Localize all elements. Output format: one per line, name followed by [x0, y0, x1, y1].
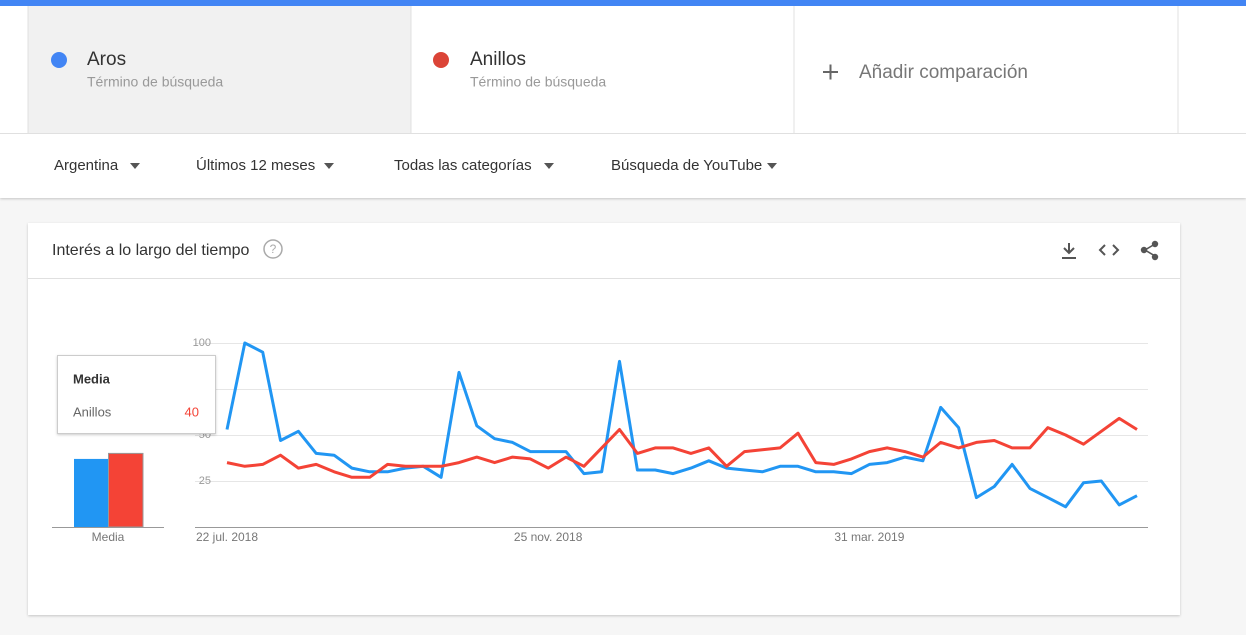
x-tick-label: 25 nov. 2018 [514, 530, 583, 544]
tooltip: Media Anillos 40 [57, 355, 216, 434]
add-comparison[interactable]: Añadir comparación [859, 62, 1028, 83]
embed-icon[interactable] [1098, 244, 1120, 256]
series-line [226, 416, 1138, 479]
x-tick-label: 31 mar. 2019 [834, 530, 904, 544]
download-icon[interactable] [1062, 243, 1076, 259]
card-title: Interés a lo largo del tiempo [52, 242, 250, 259]
tooltip-box [57, 355, 216, 434]
filter[interactable]: Argentina [54, 157, 119, 174]
term-dot [51, 52, 67, 68]
tooltip-series: Anillos [73, 404, 112, 419]
filter[interactable]: Búsqueda de YouTube [611, 157, 762, 174]
term-card-selected[interactable] [28, 6, 411, 133]
dropdown-caret[interactable] [767, 163, 777, 169]
top-bar [0, 0, 1246, 6]
x-tick-label: Media [92, 530, 125, 544]
term-subtitle: Término de búsqueda [87, 74, 223, 90]
filter[interactable]: Todas las categorías [394, 157, 532, 174]
term-dot [433, 52, 449, 68]
tooltip-value: 40 [185, 404, 199, 419]
bar [74, 458, 109, 527]
bar [108, 452, 144, 528]
help-icon-glyph[interactable]: ? [270, 242, 277, 256]
tooltip-title: Media [73, 371, 111, 386]
help-icon[interactable] [263, 239, 283, 259]
term-name[interactable]: Anillos [470, 49, 526, 70]
y-tick-label: 25 [199, 475, 211, 487]
dropdown-caret[interactable] [130, 163, 140, 169]
share-dot [1151, 253, 1159, 261]
x-tick-label: 22 jul. 2018 [196, 530, 258, 544]
dropdown-caret[interactable] [544, 163, 554, 169]
share-dot [1151, 240, 1159, 248]
filter[interactable]: Últimos 12 meses [196, 157, 315, 174]
plus-icon[interactable] [823, 64, 838, 80]
term-name[interactable]: Aros [87, 49, 126, 70]
y-tick-label: 100 [193, 337, 211, 349]
share-dot [1140, 246, 1148, 254]
term-subtitle: Término de búsqueda [470, 74, 606, 90]
share-icon[interactable] [1140, 240, 1159, 261]
dropdown-caret[interactable] [324, 163, 334, 169]
card [28, 223, 1180, 615]
